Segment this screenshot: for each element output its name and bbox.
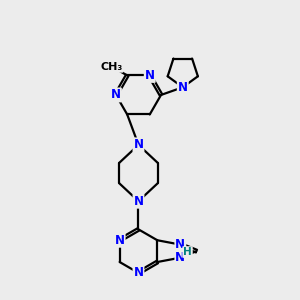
Text: N: N: [145, 69, 155, 82]
Text: CH₃: CH₃: [100, 62, 123, 72]
Text: N: N: [176, 238, 185, 251]
Text: N: N: [134, 195, 143, 208]
Text: H: H: [183, 247, 192, 257]
Text: N: N: [176, 251, 185, 264]
Text: N: N: [134, 138, 143, 152]
Text: N: N: [134, 266, 143, 279]
Text: N: N: [115, 234, 124, 247]
Text: N: N: [178, 81, 188, 94]
Text: N: N: [111, 88, 121, 101]
